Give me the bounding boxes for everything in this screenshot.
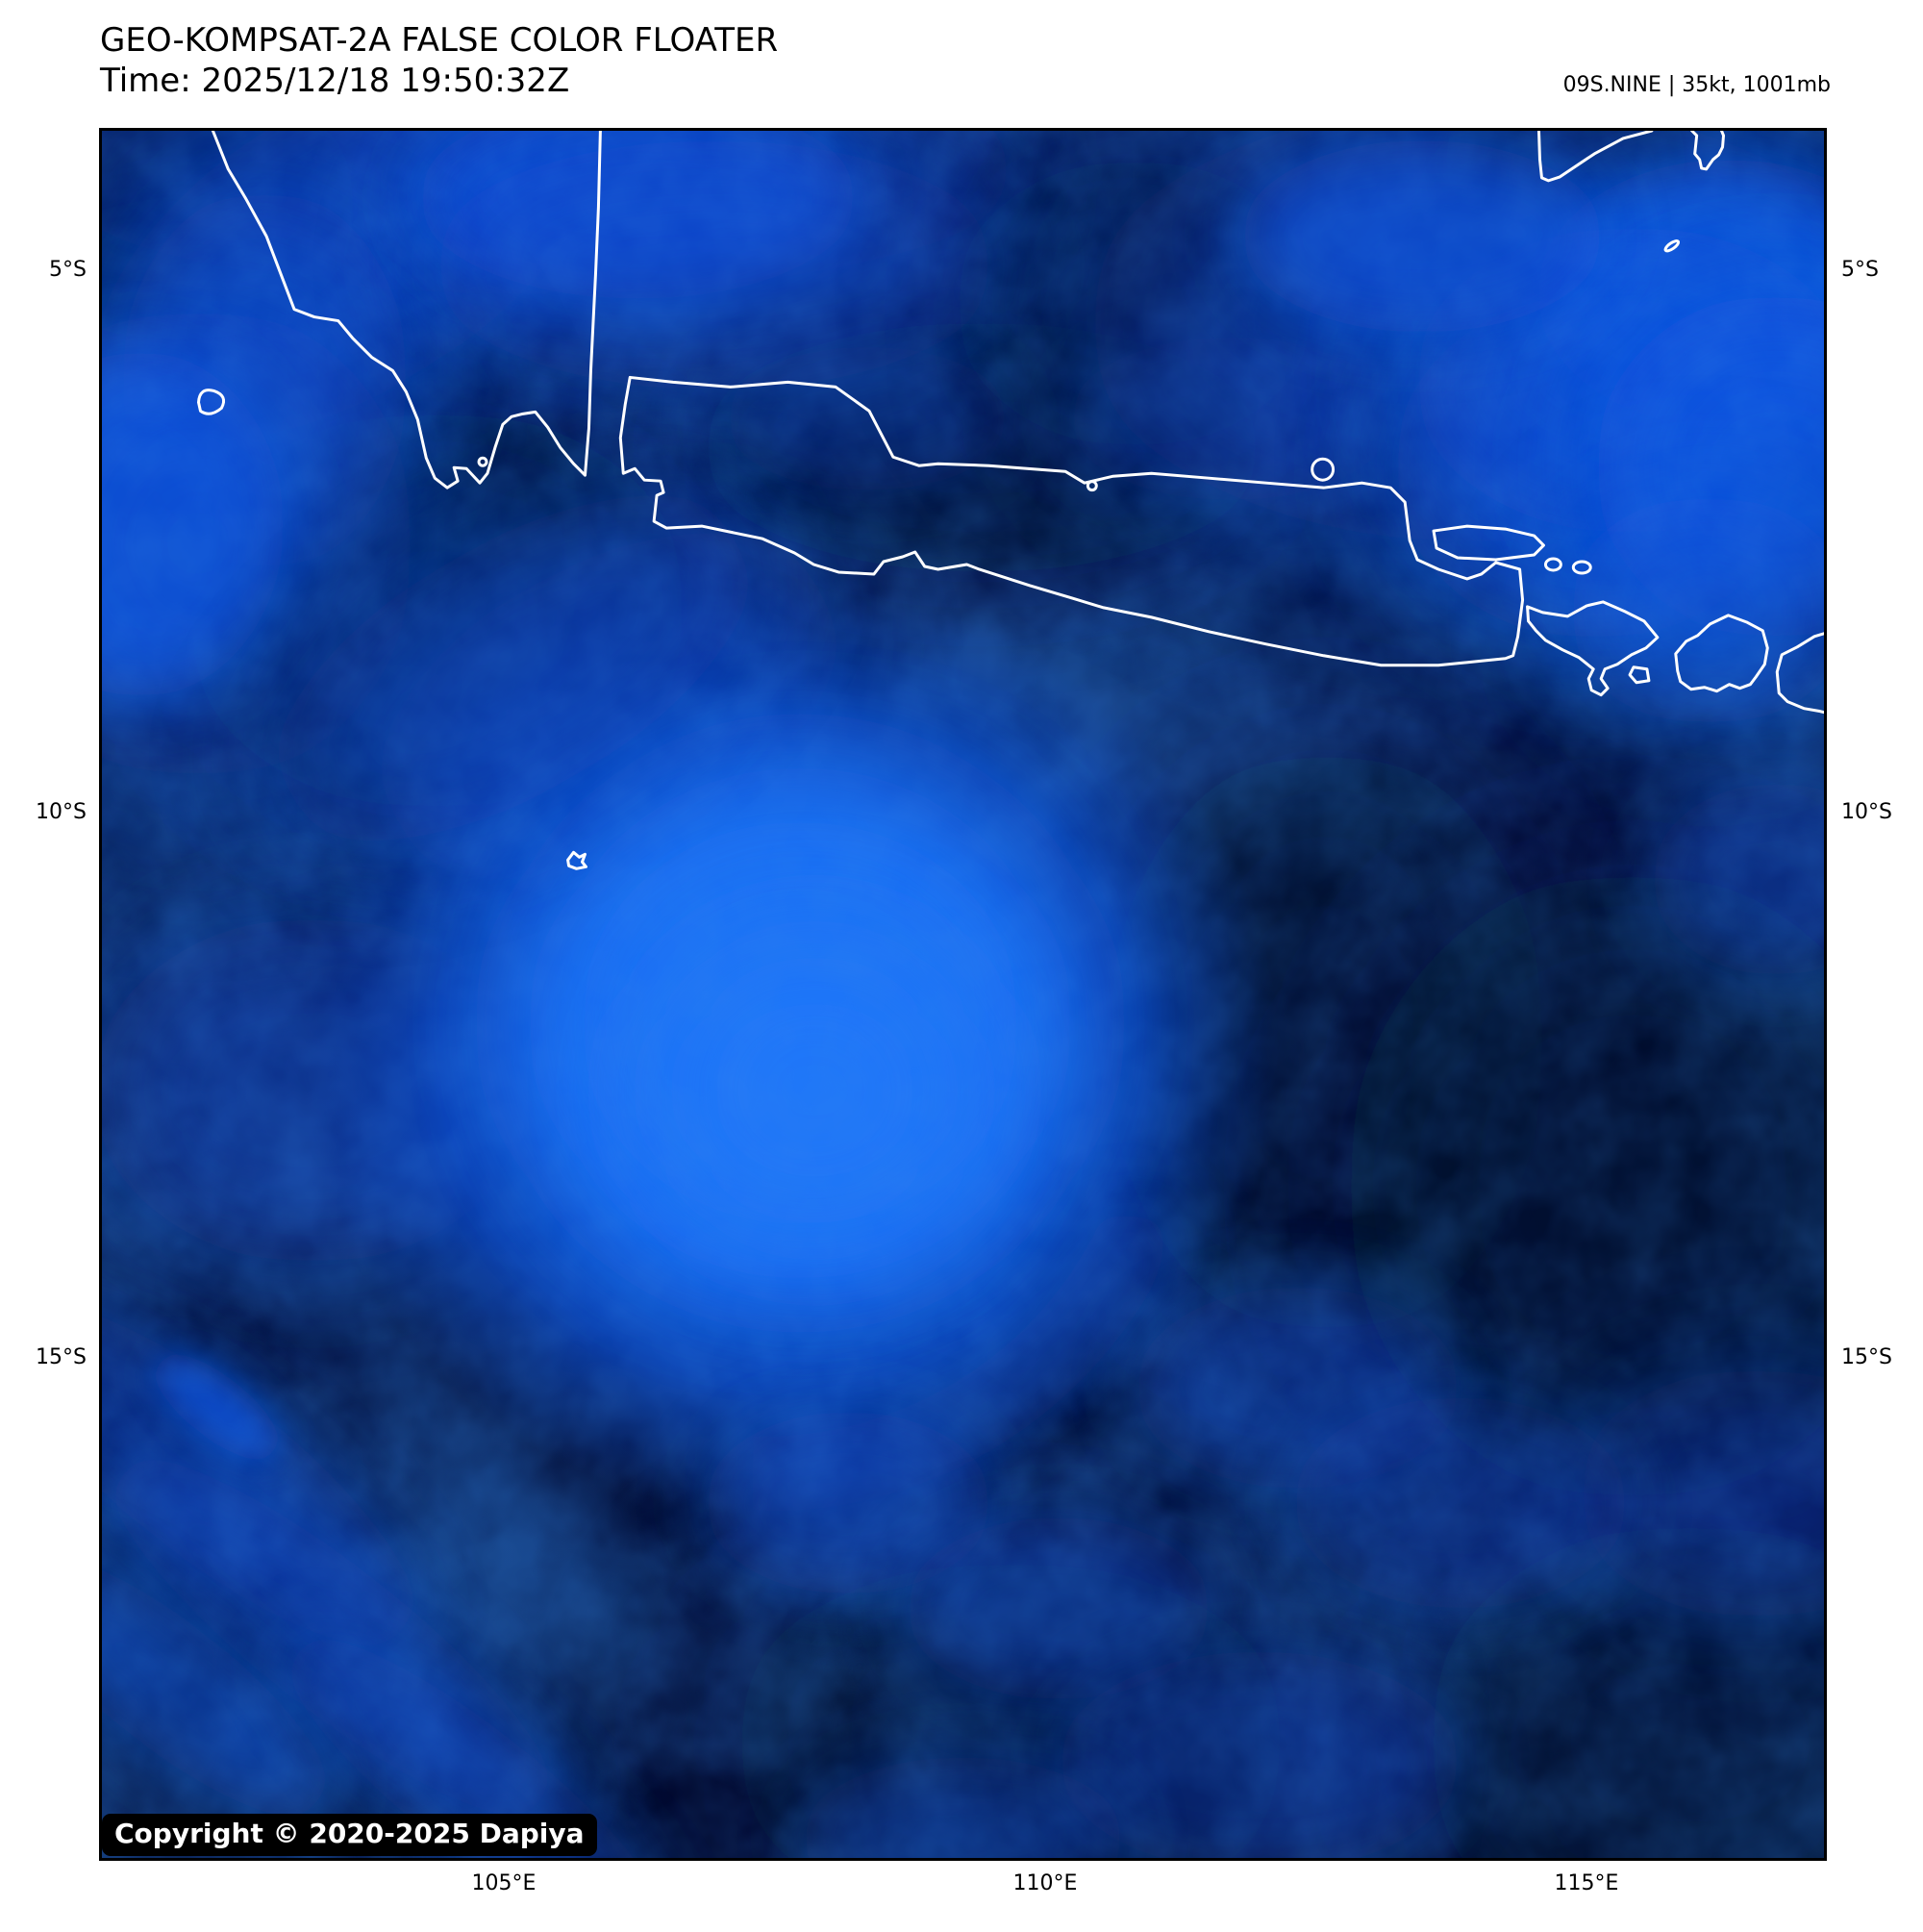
island-christmas <box>566 850 587 870</box>
lat-label-right-15s: 15°S <box>1841 1345 1892 1369</box>
satellite-map-frame: Copyright © 2020-2025 Dapiya <box>99 128 1827 1861</box>
coastline-sumatra <box>211 131 602 489</box>
island-sapudi <box>1543 557 1562 572</box>
island-laut <box>1690 131 1726 171</box>
satellite-image <box>102 131 1824 1858</box>
island-matasiri <box>1663 239 1681 253</box>
storm-info-label: 09S.NINE | 35kt, 1001mb <box>1562 73 1831 97</box>
copyright-badge: Copyright © 2020-2025 Dapiya <box>102 1814 597 1856</box>
coastline-sumbawa <box>1775 632 1824 715</box>
lat-label-left-5s: 5°S <box>49 258 87 282</box>
coastline-lombok <box>1674 614 1769 693</box>
lat-label-left-10s: 10°S <box>36 800 87 824</box>
island-bawean <box>1311 457 1336 482</box>
lon-label-105e: 105°E <box>471 1871 537 1895</box>
timestamp: Time: 2025/12/18 19:50:32Z <box>100 62 570 100</box>
lon-label-110e: 110°E <box>1012 1871 1078 1895</box>
cloud-texture-fine <box>102 131 1824 1858</box>
coastline-java <box>618 375 1525 667</box>
coastline-borneo <box>1536 131 1654 183</box>
lon-label-115e: 115°E <box>1554 1871 1619 1895</box>
coastlines <box>197 131 1824 870</box>
island-off-sumatra <box>197 389 226 415</box>
island-sunda-strait <box>477 456 488 467</box>
coastline-madura <box>1432 524 1545 562</box>
lat-label-right-5s: 5°S <box>1841 258 1879 282</box>
coastline-bali <box>1526 600 1660 697</box>
lat-label-left-15s: 15°S <box>36 1345 87 1369</box>
lat-label-right-10s: 10°S <box>1841 800 1892 824</box>
page-title: GEO-KOMPSAT-2A FALSE COLOR FLOATER <box>100 21 779 60</box>
island-raas <box>1571 560 1592 575</box>
island-nusa-penida <box>1628 665 1651 685</box>
island-karimunjawa <box>1086 480 1098 492</box>
